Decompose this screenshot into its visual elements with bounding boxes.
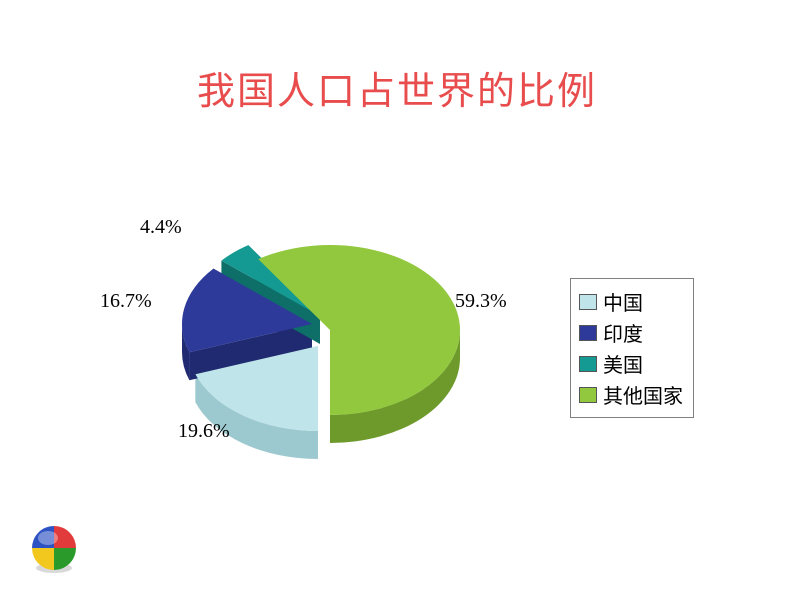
data-label: 19.6% bbox=[178, 420, 230, 443]
legend: 中国 印度 美国 其他国家 bbox=[570, 278, 694, 418]
data-label: 4.4% bbox=[140, 216, 182, 239]
legend-label: 中国 bbox=[603, 287, 643, 316]
legend-swatch bbox=[579, 294, 597, 310]
legend-item-usa: 美国 bbox=[579, 349, 683, 378]
data-label: 59.3% bbox=[455, 290, 507, 313]
pie-sphere-icon bbox=[26, 520, 82, 576]
legend-swatch bbox=[579, 325, 597, 341]
page-title: 我国人口占世界的比例 bbox=[0, 60, 794, 115]
legend-label: 美国 bbox=[603, 349, 643, 378]
data-label: 16.7% bbox=[100, 290, 152, 313]
legend-label: 其他国家 bbox=[603, 380, 683, 409]
legend-swatch bbox=[579, 356, 597, 372]
legend-item-china: 中国 bbox=[579, 287, 683, 316]
legend-item-other: 其他国家 bbox=[579, 380, 683, 409]
legend-label: 印度 bbox=[603, 318, 643, 347]
legend-swatch bbox=[579, 387, 597, 403]
legend-item-india: 印度 bbox=[579, 318, 683, 347]
